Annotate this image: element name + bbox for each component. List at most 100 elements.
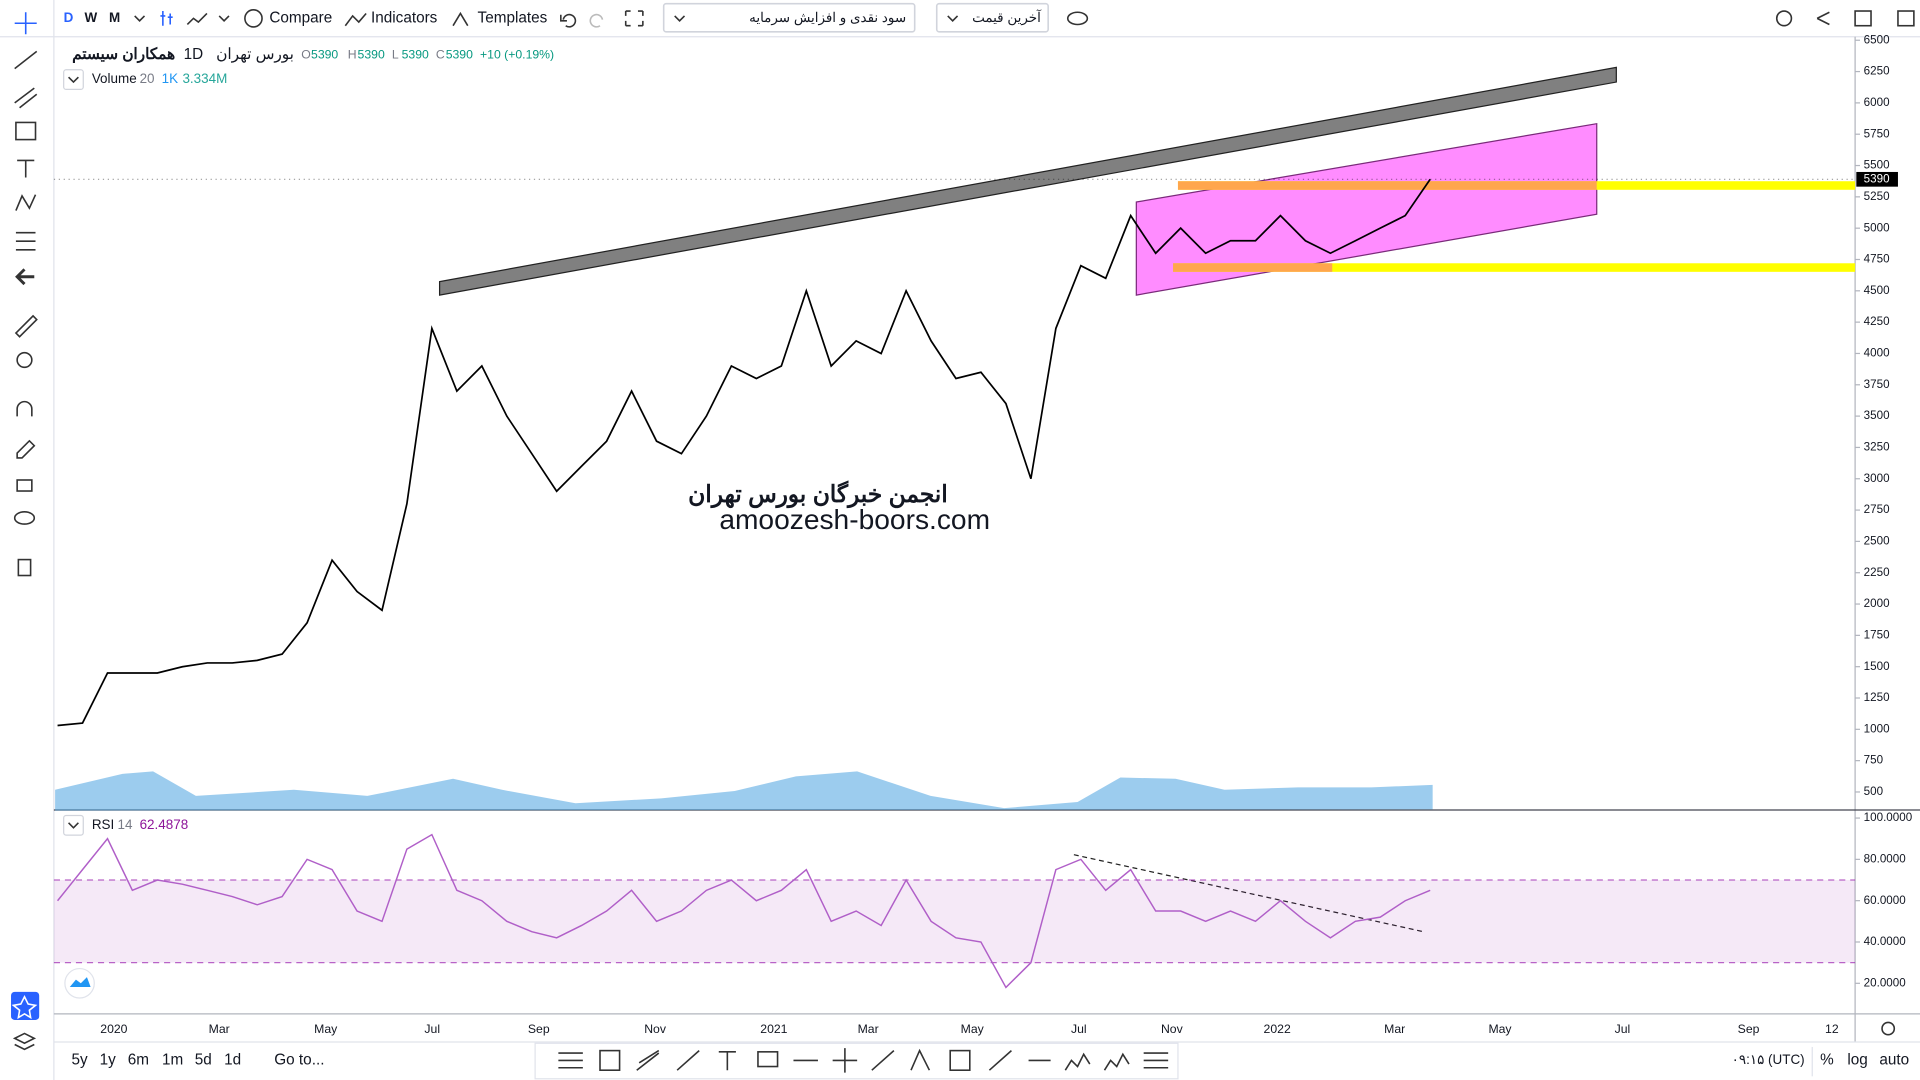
rsi-toggle[interactable]: [63, 814, 84, 836]
interval-m[interactable]: M: [109, 10, 120, 25]
visibility-button[interactable]: [1066, 11, 1089, 26]
lock-tool[interactable]: [16, 479, 33, 492]
ohlc-value: 5390: [402, 47, 429, 61]
y-tick-label: 500: [1864, 785, 1884, 798]
ohlc-value: 5390: [311, 47, 338, 61]
channel-tool[interactable]: [14, 87, 38, 109]
lock-draw-tool[interactable]: [16, 439, 36, 459]
templates-button[interactable]: Templates: [478, 9, 548, 26]
ohlc-value: 5390: [358, 47, 385, 61]
y-tick-label: 80.0000: [1864, 852, 1907, 865]
dividend-select[interactable]: [662, 2, 916, 33]
range-button[interactable]: 5d: [195, 1051, 212, 1068]
back-tool[interactable]: [15, 268, 35, 286]
line-style-button[interactable]: [186, 12, 208, 26]
price-arrow: [947, 15, 959, 22]
percent-toggle[interactable]: %: [1820, 1051, 1834, 1068]
time-label: 2021: [760, 1022, 787, 1036]
snapshot-button[interactable]: [1854, 10, 1872, 27]
symbol-name: همکاران سیستم: [72, 46, 175, 63]
db-cross[interactable]: [832, 1048, 858, 1073]
rsi-length: 14: [118, 817, 133, 832]
time-label: Mar: [1384, 1022, 1405, 1036]
dividend-arrow: [674, 15, 686, 22]
db-callout[interactable]: [757, 1051, 779, 1068]
db-range[interactable]: [949, 1049, 971, 1072]
style-dropdown: [218, 15, 230, 22]
db-trend[interactable]: [676, 1050, 700, 1071]
rsi-name: RSI: [92, 817, 114, 832]
db-arrow[interactable]: [988, 1050, 1012, 1071]
auto-toggle[interactable]: auto: [1879, 1051, 1909, 1068]
interval-dropdown[interactable]: [134, 15, 146, 22]
range-button[interactable]: 1d: [224, 1051, 241, 1068]
db-fib[interactable]: [1143, 1052, 1169, 1069]
y-tick-label: 1000: [1864, 722, 1890, 735]
time-label: Nov: [644, 1022, 667, 1036]
log-toggle[interactable]: log: [1847, 1051, 1867, 1068]
drawing-bar-icons: [558, 1048, 1169, 1073]
favorites-star: [11, 994, 38, 1020]
top-toolbar: D W M Compare Indicators Templates سود ن…: [64, 9, 1042, 26]
ohlc-label: L: [392, 47, 399, 61]
watermark-title: انجمن خبرگان بورس تهران: [688, 480, 948, 509]
range-button[interactable]: 6m: [128, 1051, 149, 1068]
time-label: Jul: [1615, 1022, 1631, 1036]
db-abc[interactable]: [1103, 1052, 1130, 1071]
time-label: Nov: [1161, 1022, 1184, 1036]
time-label: 2022: [1264, 1022, 1291, 1036]
pattern-tool[interactable]: [15, 194, 37, 211]
db-triangle[interactable]: [910, 1048, 931, 1071]
rsi-line: [56, 833, 1431, 989]
y-tick-label: 2000: [1864, 597, 1890, 610]
favorites-button[interactable]: [11, 991, 40, 1020]
range-button[interactable]: 1m: [162, 1051, 183, 1068]
time-label: Sep: [528, 1022, 550, 1036]
undo-button[interactable]: [560, 13, 577, 28]
compare-button[interactable]: Compare: [269, 9, 332, 26]
resistance-band: [438, 66, 1617, 296]
db-ray[interactable]: [871, 1050, 895, 1071]
price-line: [57, 178, 1431, 727]
crosshair-tool[interactable]: [14, 12, 37, 35]
indicators-icon: [344, 12, 367, 27]
volume-toggle[interactable]: [63, 69, 84, 90]
trend-tool[interactable]: [14, 50, 38, 70]
shape-tool[interactable]: [15, 121, 37, 141]
support-level: [1173, 263, 1856, 272]
settings-button[interactable]: [1775, 10, 1793, 27]
time-label: Sep: [1738, 1022, 1760, 1036]
goto-button[interactable]: Go to...: [274, 1051, 324, 1068]
db-channel[interactable]: [636, 1049, 660, 1071]
y-tick-label: 100.0000: [1864, 811, 1913, 824]
candles-button[interactable]: [160, 11, 173, 26]
interval-w[interactable]: W: [84, 10, 97, 25]
magnet-tool[interactable]: [16, 400, 33, 417]
panel-button[interactable]: [1897, 10, 1915, 27]
legend: همکاران سیستم 1D بورس تهران +10 (+0.19%)…: [72, 46, 554, 832]
axis-settings[interactable]: [1881, 1021, 1896, 1036]
redo-button[interactable]: [589, 13, 604, 28]
time-label: 2020: [100, 1022, 127, 1036]
forecast-tool[interactable]: [15, 231, 36, 251]
range-button[interactable]: 1y: [100, 1051, 117, 1068]
indicators-button[interactable]: Indicators: [371, 9, 438, 26]
db-lines[interactable]: [558, 1052, 583, 1069]
interval-d[interactable]: D: [64, 10, 74, 25]
delete-tool[interactable]: [17, 558, 32, 577]
timezone[interactable]: ۰۹:۱۵ (UTC): [1732, 1052, 1805, 1067]
price-select[interactable]: [935, 2, 1049, 33]
db-rect[interactable]: [599, 1049, 621, 1072]
zoom-tool[interactable]: [16, 351, 33, 369]
db-wave[interactable]: [1064, 1052, 1091, 1071]
time-label: May: [1488, 1022, 1512, 1036]
fullscreen-button[interactable]: [624, 10, 644, 27]
hide-tool[interactable]: [13, 511, 36, 525]
range-button[interactable]: 5y: [72, 1051, 89, 1068]
measure-tool[interactable]: [14, 314, 38, 338]
text-tool[interactable]: [17, 159, 35, 178]
share-button[interactable]: [1816, 11, 1830, 26]
db-text[interactable]: [718, 1051, 736, 1071]
ohlc-value: 5390: [446, 47, 473, 61]
layers-button[interactable]: [12, 1032, 37, 1051]
